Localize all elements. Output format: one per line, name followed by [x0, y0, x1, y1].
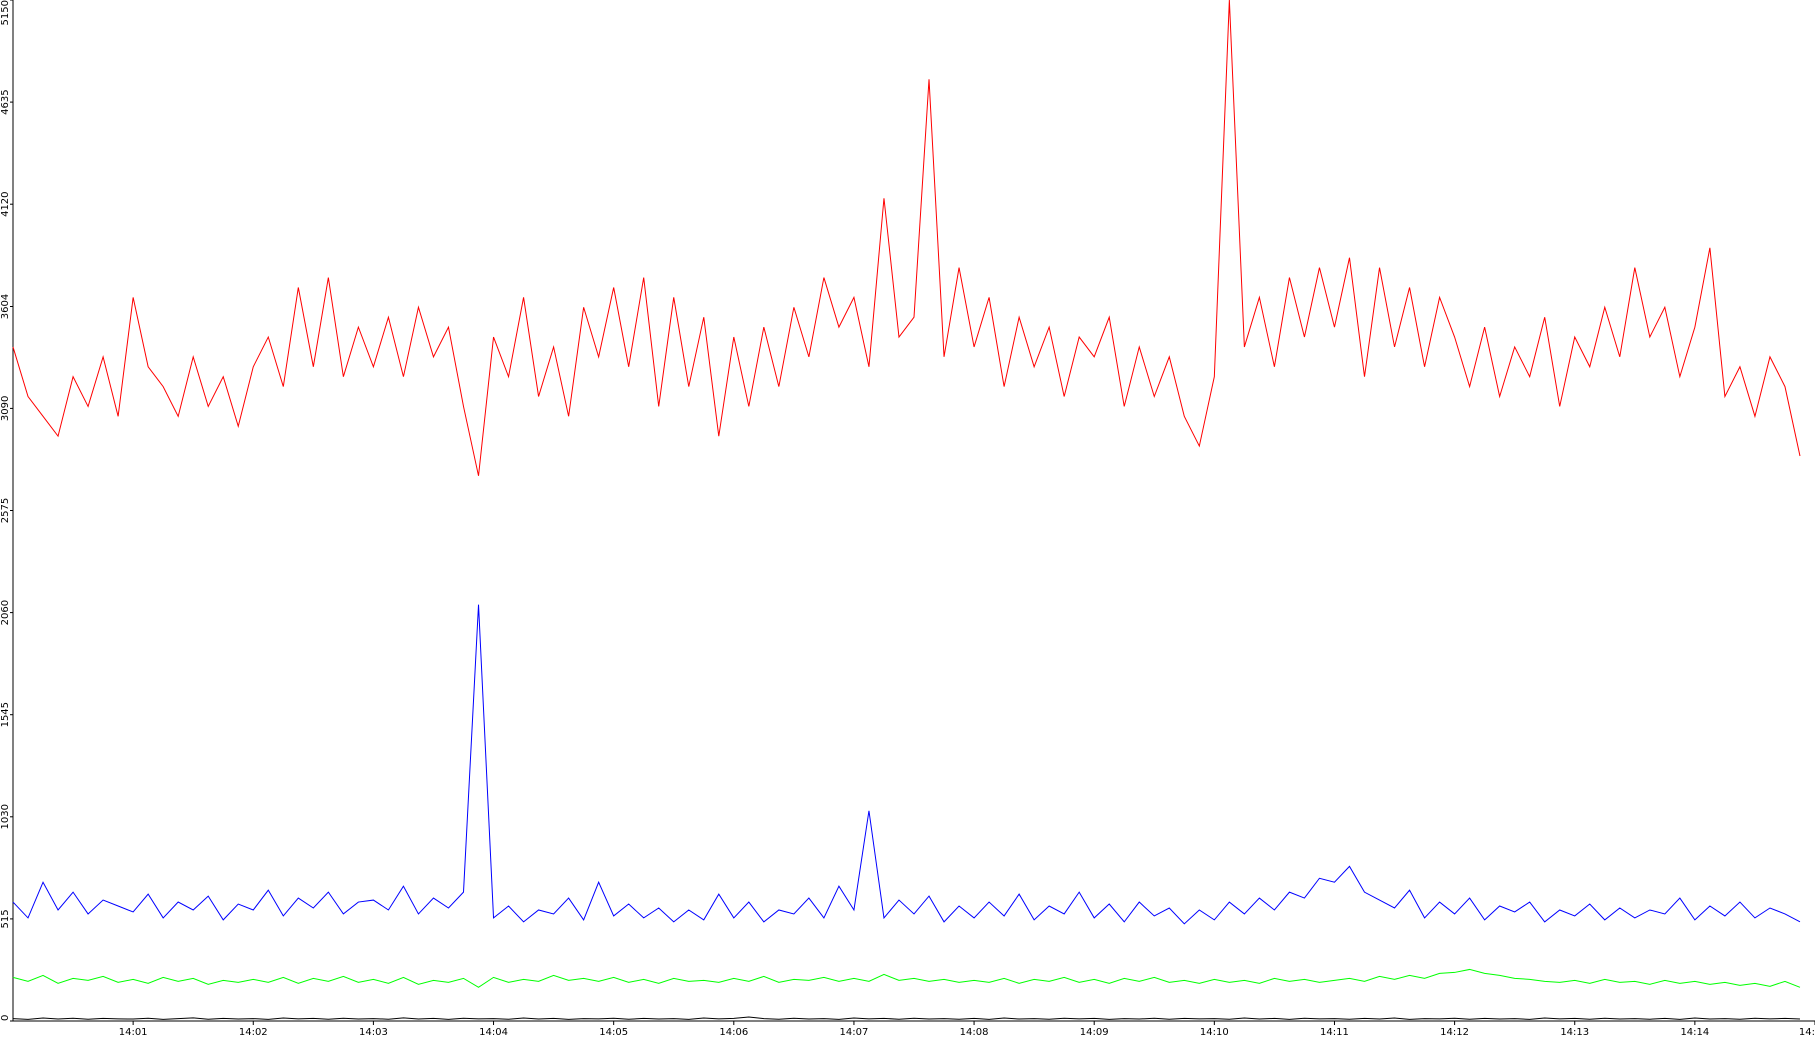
- x-tick-label: 14:03: [359, 1027, 388, 1038]
- x-tick-label: 14:06: [719, 1027, 748, 1038]
- y-tick-label: 0: [0, 1015, 11, 1021]
- x-tick-label: 14:14: [1680, 1027, 1709, 1038]
- x-tick-label: 14:10: [1200, 1027, 1229, 1038]
- y-tick-label: 1030: [0, 804, 11, 829]
- y-tick-label: 2060: [0, 600, 11, 625]
- series-line: [12, 604, 1801, 925]
- x-tick-label: 14:01: [119, 1027, 148, 1038]
- y-tick-label: 5150: [0, 0, 11, 25]
- y-tick-label: 1545: [0, 702, 11, 727]
- y-tick-label: 2575: [0, 498, 11, 523]
- y-tick-label: 515: [0, 909, 11, 928]
- x-tick-label: 14:04: [479, 1027, 508, 1038]
- series-line: [12, 968, 1801, 988]
- x-tick-label: 14:: [1799, 1027, 1815, 1038]
- x-tick-label: 14:02: [239, 1027, 268, 1038]
- x-tick-label: 14:13: [1560, 1027, 1589, 1038]
- x-tick-label: 14:05: [599, 1027, 628, 1038]
- x-tick-label: 14:07: [840, 1027, 869, 1038]
- x-tick-label: 14:08: [960, 1027, 989, 1038]
- series-line: [12, 1016, 1800, 1020]
- y-tick-label: 4635: [0, 89, 11, 114]
- x-tick-label: 14:11: [1320, 1027, 1349, 1038]
- series-line: [12, 0, 1801, 476]
- x-tick-label: 14:12: [1440, 1027, 1469, 1038]
- y-tick-label: 4120: [0, 191, 11, 216]
- y-tick-label: 3090: [0, 396, 11, 421]
- y-tick-label: 3604: [0, 294, 11, 319]
- x-tick-label: 14:09: [1080, 1027, 1109, 1038]
